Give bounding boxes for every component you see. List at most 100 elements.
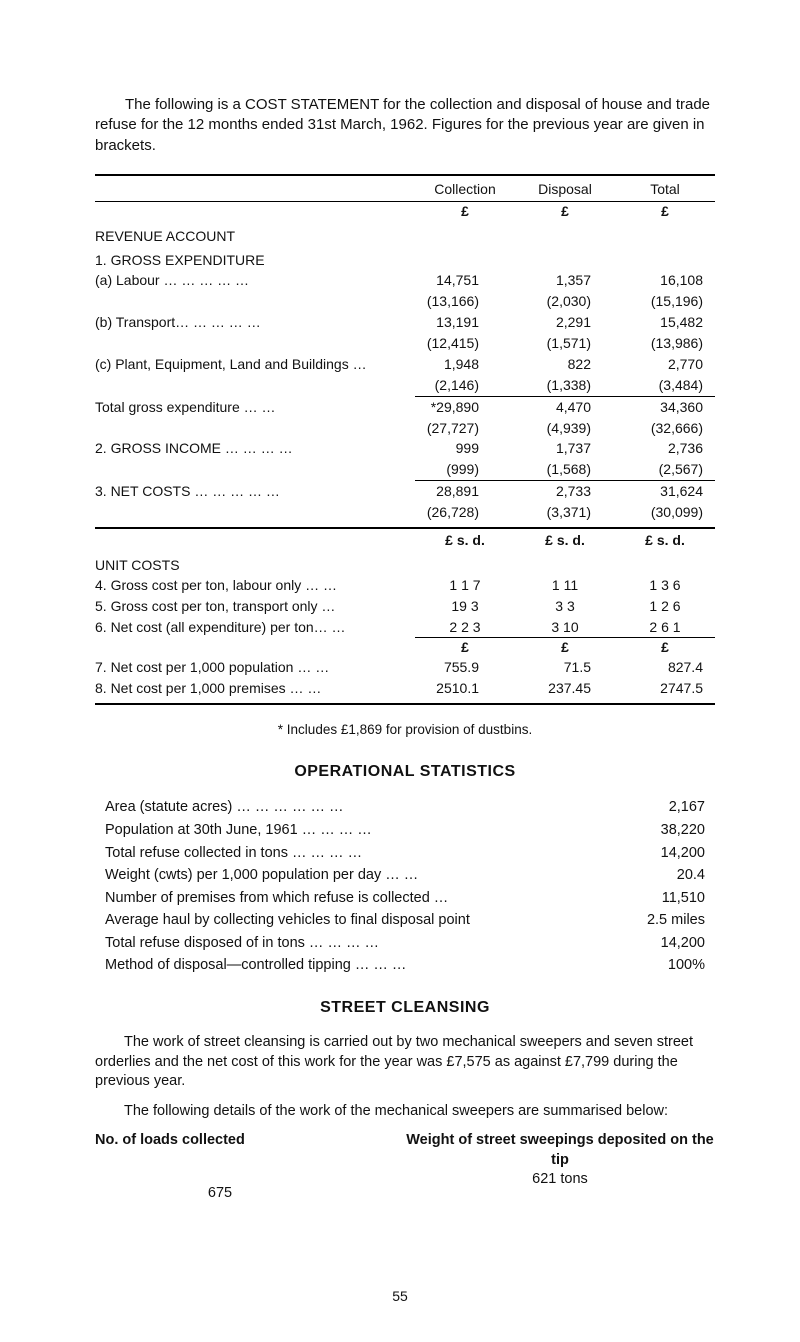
stats-key: Method of disposal—controlled tipping … … bbox=[105, 956, 605, 976]
lsd-header-row: £ s. d. £ s. d. £ s. d. bbox=[95, 529, 715, 550]
row-label bbox=[95, 334, 379, 353]
cell: 3 10 bbox=[515, 618, 615, 637]
currency-unit-row-2: £ £ £ bbox=[95, 638, 715, 657]
stats-key: Area (statute acres) … … … … … … bbox=[105, 798, 605, 818]
cell: 2510.1 bbox=[379, 679, 491, 698]
unit3-3: £ bbox=[615, 638, 715, 657]
row-label: 5. Gross cost per ton, transport only … bbox=[95, 597, 415, 616]
unit3-1: £ bbox=[415, 638, 515, 657]
unit-2: £ bbox=[515, 202, 615, 221]
unit-1: £ bbox=[415, 202, 515, 221]
intro-paragraph: The following is a COST STATEMENT for th… bbox=[95, 95, 715, 156]
col-disposal: Disposal bbox=[515, 180, 615, 199]
revenue-account-label: REVENUE ACCOUNT bbox=[95, 227, 715, 246]
unit-spacer bbox=[95, 202, 415, 221]
unit-spacer bbox=[95, 531, 415, 550]
stats-val: 100% bbox=[605, 956, 705, 976]
stats-key: Population at 30th June, 1961 … … … … bbox=[105, 821, 605, 841]
stats-row: Weight (cwts) per 1,000 population per d… bbox=[105, 865, 705, 888]
table-row: 3. NET COSTS … … … … … 28,891 2,733 31,6… bbox=[95, 481, 715, 502]
row-label bbox=[95, 376, 379, 395]
cell: 1 1 7 bbox=[415, 576, 515, 595]
lsd-1: £ s. d. bbox=[415, 531, 515, 550]
cell: 2,770 bbox=[603, 355, 715, 374]
table-row: 5. Gross cost per ton, transport only … … bbox=[95, 596, 715, 617]
row-label: (a) Labour … … … … … bbox=[95, 271, 379, 290]
table-row: (a) Labour … … … … … 14,751 1,357 16,108 bbox=[95, 270, 715, 291]
weight-deposited-label: Weight of street sweepings deposited on … bbox=[405, 1131, 715, 1170]
row-label: 2. GROSS INCOME … … … … bbox=[95, 439, 379, 458]
cell: 1 11 bbox=[515, 576, 615, 595]
column-header-row: Collection Disposal Total bbox=[95, 176, 715, 201]
stats-val: 2.5 miles bbox=[605, 911, 705, 931]
cell: (13,166) bbox=[379, 292, 491, 311]
row-label: 4. Gross cost per ton, labour only … … bbox=[95, 576, 415, 595]
cell: 2 2 3 bbox=[415, 618, 515, 637]
stats-key: Weight (cwts) per 1,000 population per d… bbox=[105, 866, 605, 886]
table-row: (999) (1,568) (2,567) bbox=[95, 459, 715, 480]
table-row: 6. Net cost (all expenditure) per ton… …… bbox=[95, 617, 715, 638]
cell: (1,568) bbox=[491, 460, 603, 479]
operational-statistics-heading: OPERATIONAL STATISTICS bbox=[95, 761, 715, 783]
gross-expenditure-label: 1. GROSS EXPENDITURE bbox=[95, 251, 715, 270]
cell: (13,986) bbox=[603, 334, 715, 353]
cell: (1,571) bbox=[491, 334, 603, 353]
table-row: 4. Gross cost per ton, labour only … … 1… bbox=[95, 575, 715, 596]
cell: (1,338) bbox=[491, 376, 603, 395]
lsd-2: £ s. d. bbox=[515, 531, 615, 550]
table-row: (c) Plant, Equipment, Land and Buildings… bbox=[95, 354, 715, 375]
unit3-2: £ bbox=[515, 638, 615, 657]
cell: 28,891 bbox=[379, 482, 491, 501]
unit-costs-label: UNIT COSTS bbox=[95, 556, 715, 575]
table-row: (b) Transport… … … … … 13,191 2,291 15,4… bbox=[95, 312, 715, 333]
table-row: 7. Net cost per 1,000 population … … 755… bbox=[95, 657, 715, 678]
cell: (4,939) bbox=[491, 419, 603, 438]
stats-row: Area (statute acres) … … … … … … 2,167 bbox=[105, 797, 705, 820]
col-collection: Collection bbox=[415, 180, 515, 199]
row-label: (b) Transport… … … … … bbox=[95, 313, 379, 332]
row-label: 3. NET COSTS … … … … … bbox=[95, 482, 379, 501]
weight-deposited-value: 621 tons bbox=[405, 1170, 715, 1204]
stats-val: 14,200 bbox=[605, 844, 705, 864]
cell: 2,736 bbox=[603, 439, 715, 458]
row-label: 6. Net cost (all expenditure) per ton… … bbox=[95, 618, 415, 637]
cell: 827.4 bbox=[603, 658, 715, 677]
row-label bbox=[95, 460, 379, 479]
cell: (30,099) bbox=[603, 503, 715, 522]
cell: (999) bbox=[379, 460, 491, 479]
col-spacer bbox=[95, 180, 415, 199]
cell: 2,733 bbox=[491, 482, 603, 501]
cell: 1 3 6 bbox=[615, 576, 715, 595]
cell: (15,196) bbox=[603, 292, 715, 311]
stats-key: Number of premises from which refuse is … bbox=[105, 889, 605, 909]
street-paragraph-1: The work of street cleansing is carried … bbox=[95, 1033, 715, 1092]
op-stats-list: Area (statute acres) … … … … … … 2,167 P… bbox=[95, 797, 715, 978]
cell: (3,371) bbox=[491, 503, 603, 522]
stats-key: Total refuse disposed of in tons … … … … bbox=[105, 934, 605, 954]
cell: 16,108 bbox=[603, 271, 715, 290]
stats-row: Method of disposal—controlled tipping … … bbox=[105, 955, 705, 978]
cell: 4,470 bbox=[491, 398, 603, 417]
stats-row: Total refuse collected in tons … … … … 1… bbox=[105, 842, 705, 865]
cell: (27,727) bbox=[379, 419, 491, 438]
stats-val: 11,510 bbox=[605, 889, 705, 909]
cell: (2,030) bbox=[491, 292, 603, 311]
document-page: The following is a COST STATEMENT for th… bbox=[0, 0, 800, 1342]
cell: 3 3 bbox=[515, 597, 615, 616]
cell: 755.9 bbox=[379, 658, 491, 677]
stats-val: 14,200 bbox=[605, 934, 705, 954]
cell: 2 6 1 bbox=[615, 618, 715, 637]
cell: 999 bbox=[379, 439, 491, 458]
stats-key: Average haul by collecting vehicles to f… bbox=[105, 911, 605, 931]
cell: (12,415) bbox=[379, 334, 491, 353]
table-row: Total gross expenditure … … *29,890 4,47… bbox=[95, 397, 715, 418]
stats-val: 2,167 bbox=[605, 798, 705, 818]
cell: 1 2 6 bbox=[615, 597, 715, 616]
cell: 71.5 bbox=[491, 658, 603, 677]
lsd-3: £ s. d. bbox=[615, 531, 715, 550]
cell: 13,191 bbox=[379, 313, 491, 332]
currency-unit-row: £ £ £ bbox=[95, 202, 715, 221]
street-cleansing-heading: STREET CLEANSING bbox=[95, 997, 715, 1019]
cell: 34,360 bbox=[603, 398, 715, 417]
row-label: 7. Net cost per 1,000 population … … bbox=[95, 658, 379, 677]
